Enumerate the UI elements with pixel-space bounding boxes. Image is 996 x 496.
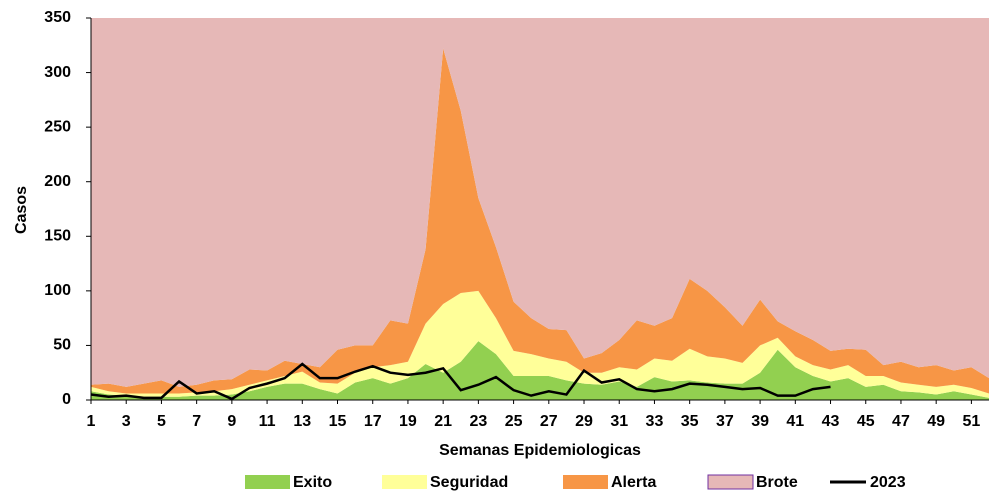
y-tick-label: 50 bbox=[53, 337, 71, 354]
area bbox=[91, 48, 989, 394]
x-tick-label: 27 bbox=[540, 413, 558, 430]
x-tick-label: 33 bbox=[646, 413, 664, 430]
x-tick-label: 47 bbox=[892, 413, 910, 430]
legend-swatch bbox=[563, 475, 608, 489]
y-axis-label: Casos bbox=[13, 186, 30, 234]
legend-label: Alerta bbox=[611, 474, 656, 491]
x-tick-label: 29 bbox=[575, 413, 593, 430]
area bbox=[91, 290, 989, 398]
x-tick-label: 51 bbox=[962, 413, 980, 430]
x-tick-label: 35 bbox=[681, 413, 699, 430]
x-tick-label: 7 bbox=[192, 413, 201, 430]
x-tick-label: 13 bbox=[293, 413, 311, 430]
x-tick-label: 43 bbox=[822, 413, 840, 430]
x-tick-label: 21 bbox=[434, 413, 452, 430]
legend-swatch bbox=[382, 475, 427, 489]
x-tick-label: 17 bbox=[364, 413, 382, 430]
area bbox=[91, 18, 989, 387]
x-tick-label: 25 bbox=[505, 413, 523, 430]
y-tick-label: 300 bbox=[44, 64, 71, 81]
line bbox=[90, 362, 831, 401]
legend-label: 2023 bbox=[870, 474, 906, 491]
y-tick-label: 150 bbox=[44, 228, 71, 245]
y-tick-label: 0 bbox=[62, 391, 71, 408]
x-tick-label: 37 bbox=[716, 413, 734, 430]
x-tick-label: 19 bbox=[399, 413, 417, 430]
x-tick-label: 23 bbox=[469, 413, 487, 430]
x-tick-label: 41 bbox=[786, 413, 804, 430]
y-tick-label: 350 bbox=[44, 9, 71, 26]
x-tick-label: 1 bbox=[87, 413, 96, 430]
legend-swatch bbox=[707, 474, 754, 490]
x-tick-label: 39 bbox=[751, 413, 769, 430]
y-tick-label: 250 bbox=[44, 118, 71, 135]
area bbox=[91, 341, 989, 400]
x-tick-label: 45 bbox=[857, 413, 875, 430]
x-tick-label: 3 bbox=[122, 413, 131, 430]
legend-label: Seguridad bbox=[430, 474, 508, 491]
x-tick-label: 31 bbox=[610, 413, 628, 430]
y-tick-label: 200 bbox=[44, 173, 71, 190]
x-tick-label: 11 bbox=[259, 413, 276, 430]
x-axis-label: Semanas Epidemiologicas bbox=[439, 442, 641, 459]
x-tick-label: 9 bbox=[227, 413, 236, 430]
legend-swatch bbox=[245, 475, 290, 489]
y-tick-label: 100 bbox=[44, 282, 71, 299]
x-tick-label: 5 bbox=[157, 413, 166, 430]
x-tick-label: 49 bbox=[927, 413, 945, 430]
legend-label: Exito bbox=[293, 474, 332, 491]
x-tick-label: 15 bbox=[329, 413, 347, 430]
legend-label: Brote bbox=[756, 474, 798, 491]
